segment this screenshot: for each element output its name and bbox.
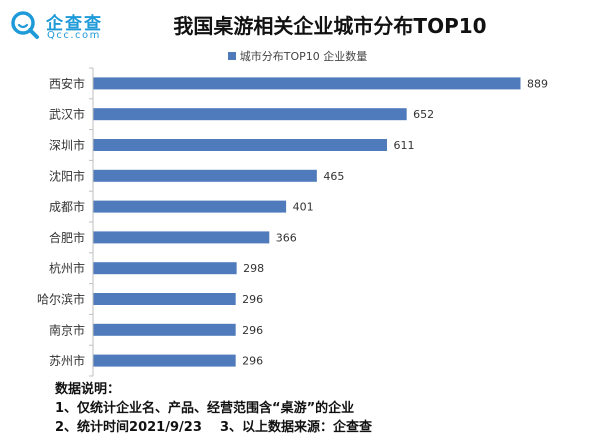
data-label: 296 bbox=[242, 355, 263, 368]
chart-legend: 城市分布TOP10 企业数量 bbox=[0, 48, 595, 64]
bar bbox=[93, 77, 521, 90]
bar bbox=[93, 323, 236, 336]
qcc-logo-icon bbox=[11, 11, 39, 39]
data-label: 296 bbox=[242, 324, 263, 337]
category-label: 苏州市 bbox=[49, 353, 85, 368]
category-label: 西安市 bbox=[49, 76, 85, 91]
data-label: 298 bbox=[243, 262, 264, 275]
brand-domain: Qcc.com bbox=[47, 30, 101, 41]
category-label: 武汉市 bbox=[49, 107, 85, 122]
category-label: 南京市 bbox=[49, 322, 85, 337]
legend-swatch bbox=[227, 52, 236, 60]
legend-label: 城市分布TOP10 企业数量 bbox=[239, 50, 368, 63]
bar bbox=[93, 108, 407, 121]
bar bbox=[93, 169, 317, 182]
data-notes: 数据说明： 1、仅统计企业名、产品、经营范围含“桌游”的企业 2、统计时间202… bbox=[55, 380, 372, 437]
data-label: 401 bbox=[293, 201, 314, 214]
data-label: 889 bbox=[527, 77, 548, 90]
category-label: 成都市 bbox=[49, 199, 85, 214]
bar bbox=[93, 293, 236, 305]
chart-title: 我国桌游相关企业城市分布TOP10 bbox=[173, 14, 487, 38]
data-label: 296 bbox=[242, 293, 263, 306]
category-label: 深圳市 bbox=[49, 138, 85, 153]
bar bbox=[93, 231, 270, 244]
category-label: 沈阳市 bbox=[49, 168, 85, 183]
category-label: 杭州市 bbox=[49, 261, 85, 276]
notes-line-1: 1、仅统计企业名、产品、经营范围含“桌游”的企业 bbox=[55, 401, 355, 416]
category-label: 哈尔滨市 bbox=[37, 292, 85, 307]
data-label: 465 bbox=[323, 170, 344, 183]
bar bbox=[93, 139, 387, 151]
data-label: 366 bbox=[276, 231, 297, 244]
brand-name: 企查查 bbox=[46, 14, 103, 34]
bar bbox=[93, 262, 237, 275]
bar bbox=[93, 200, 287, 213]
category-label: 合肥市 bbox=[49, 230, 85, 245]
data-label: 611 bbox=[393, 139, 414, 152]
notes-line-2: 2、统计时间2021/9/23 3、以上数据来源：企查查 bbox=[55, 420, 373, 435]
brand-logo: 企查查 Qcc.com bbox=[10, 8, 135, 44]
bar bbox=[93, 354, 236, 367]
notes-heading: 数据说明： bbox=[55, 382, 121, 397]
data-label: 652 bbox=[413, 108, 434, 121]
